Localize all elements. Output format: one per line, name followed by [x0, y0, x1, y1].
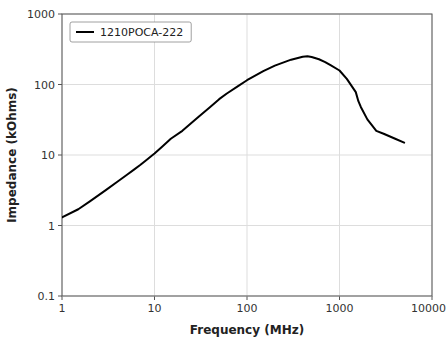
legend-frame	[70, 22, 191, 42]
tick-label-y: 0.1	[38, 290, 56, 303]
plot-area	[62, 14, 432, 296]
chart: 1101001000100000.11101001000Frequency (M…	[0, 0, 448, 342]
grid-line-y	[62, 84, 432, 85]
tick-x	[247, 296, 248, 300]
legend: 1210POCA-222	[70, 22, 191, 42]
legend-label: 1210POCA-222	[100, 26, 183, 39]
tick-x	[154, 296, 155, 300]
tick-label-y: 1	[48, 220, 55, 233]
legend-swatch	[76, 31, 94, 33]
tick-label-y: 10	[41, 149, 55, 162]
tick-y	[58, 14, 62, 15]
tick-label-x: 1	[59, 302, 66, 315]
tick-y	[58, 155, 62, 156]
tick-label-x: 10000	[411, 302, 446, 315]
tick-x	[432, 296, 433, 300]
x-axis-label: Frequency (MHz)	[190, 323, 304, 337]
series-group	[62, 56, 404, 217]
series-line	[62, 56, 404, 217]
tick-y	[58, 296, 62, 297]
y-axis-label: Impedance (kOhms)	[5, 87, 19, 223]
tick-label-x: 10	[148, 302, 162, 315]
tick-label-x: 100	[237, 302, 258, 315]
grid-line-y	[62, 225, 432, 226]
plot-frame	[62, 14, 432, 296]
tick-label-y: 1000	[27, 8, 55, 21]
grid-line-y	[62, 155, 432, 156]
tick-label-x: 1000	[326, 302, 354, 315]
tick-label-y: 100	[34, 79, 55, 92]
tick-x	[339, 296, 340, 300]
tick-y	[58, 225, 62, 226]
tick-x	[62, 296, 63, 300]
tick-y	[58, 84, 62, 85]
